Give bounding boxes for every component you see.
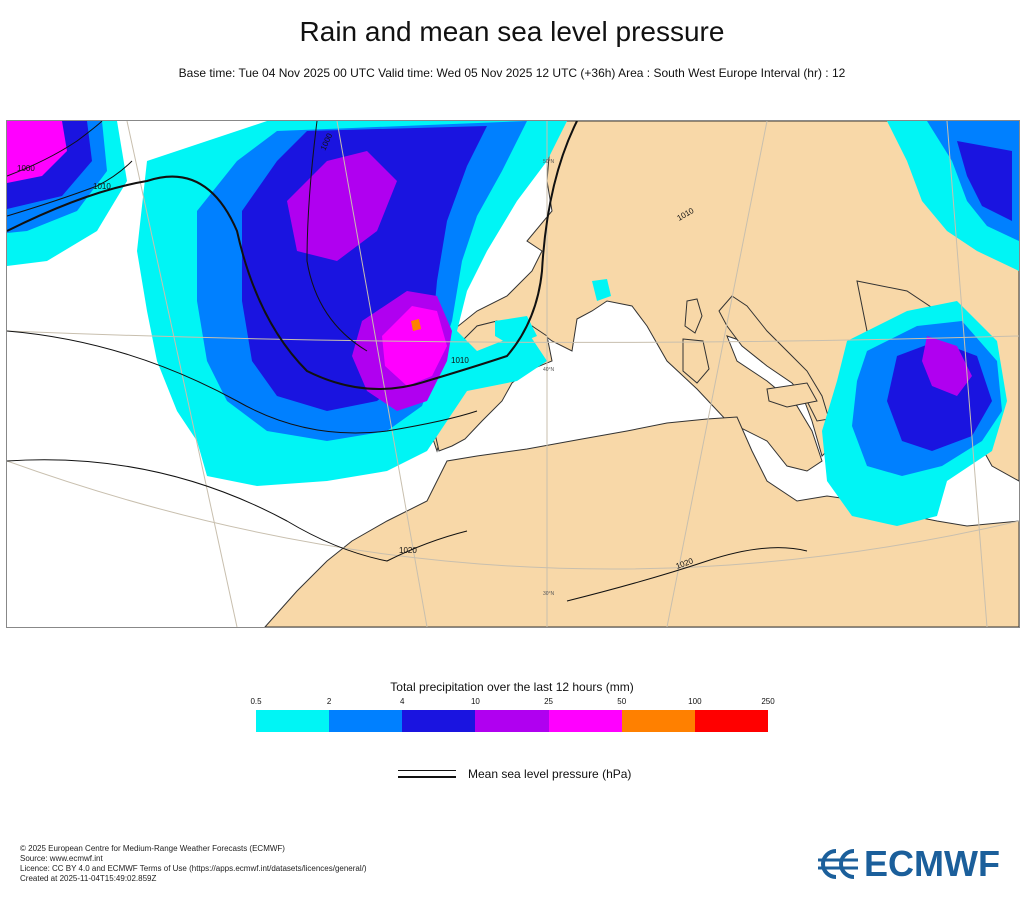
credit-copyright: © 2025 European Centre for Medium-Range …	[20, 844, 285, 853]
precip-italy-cyan	[592, 279, 611, 301]
legend-swatch-3	[475, 710, 549, 732]
legend-tick-7: 250	[761, 697, 775, 706]
lon-line-5	[946, 121, 988, 627]
land-corsica	[684, 298, 703, 334]
precip-atlantic-purple	[287, 151, 397, 261]
isobar-1020-sw	[7, 459, 468, 562]
pressure-legend-label: Mean sea level pressure (hPa)	[468, 767, 632, 781]
graticule	[7, 121, 1019, 627]
lon-line-2	[336, 121, 428, 627]
legend-swatch-5	[621, 710, 695, 732]
lat-label-30: 30°N	[543, 591, 555, 597]
legend-tick-2: 4	[400, 697, 405, 706]
legend-tick-4: 25	[544, 697, 554, 706]
credits: © 2025 European Centre for Medium-Range …	[20, 844, 367, 884]
credit-created: Created at 2025-11-04T15:49:02.859Z	[20, 874, 157, 883]
credit-licence: Licence: CC BY 4.0 and ECMWF Terms of Us…	[20, 864, 367, 873]
precip-east-purple	[922, 336, 972, 396]
land-sardinia	[682, 338, 710, 384]
precip-nw-magenta	[7, 121, 67, 183]
isobars	[7, 121, 808, 602]
isobar-1000-nw	[7, 121, 103, 177]
legend-tick-1: 2	[326, 697, 332, 706]
legend-swatch-0	[256, 710, 330, 732]
lat-line-40	[7, 330, 1019, 343]
ecmwf-logo-mark	[818, 849, 858, 879]
isobar-inner-2	[7, 330, 478, 434]
legend-ticks: 0.5 2 4 10 25 50 100 250	[250, 697, 774, 709]
precip-group	[7, 121, 1019, 526]
legend-tick-0: 0.5	[250, 697, 262, 706]
land-africa	[264, 416, 1019, 627]
isobar-1020-se	[566, 547, 808, 602]
isobar-label-4: 1010	[451, 356, 469, 365]
lat-label-40: 40°N	[543, 367, 555, 373]
ecmwf-logo-text: ECMWF	[864, 843, 1000, 884]
land-sicily	[766, 382, 818, 408]
legend-tick-6: 100	[688, 697, 702, 706]
ecmwf-logo: ECMWF	[814, 846, 1000, 882]
chart-title: Rain and mean sea level pressure	[299, 16, 725, 47]
chart-subtitle: Base time: Tue 04 Nov 2025 00 UTC Valid …	[178, 66, 846, 80]
lat-line-30	[7, 460, 1019, 570]
precip-spain-north-cyan	[495, 316, 537, 346]
pressure-line-sample	[398, 770, 456, 778]
legend-tick-3: 10	[470, 697, 480, 706]
isobar-label-6: 1020	[399, 546, 417, 555]
legend-tick-5: 50	[617, 697, 627, 706]
isobar-inner-1	[306, 121, 368, 352]
precip-iberia-orange	[411, 319, 421, 331]
map-canvas: 1000 1010 1000 1010 1010 1020 1020 50°N …	[7, 121, 1019, 627]
precip-iberia-magenta	[382, 306, 447, 386]
isobar-1010-main	[7, 121, 578, 390]
legend-title: Total precipitation over the last 12 hou…	[390, 680, 634, 694]
weather-map: 1000 1010 1000 1010 1010 1020 1020 50°N …	[6, 120, 1020, 628]
credit-source: Source: www.ecmwf.int	[20, 854, 103, 863]
legend-swatch-2	[402, 710, 476, 732]
pressure-legend: Mean sea level pressure (hPa)	[398, 766, 631, 782]
lat-labels: 50°N 40°N 30°N	[543, 159, 555, 597]
legend-swatch-1	[329, 710, 403, 732]
isobar-label-2: 1010	[93, 182, 111, 191]
legend-swatch-6	[694, 710, 768, 732]
isobar-label-1: 1000	[17, 164, 35, 173]
precip-ne-darkblue	[957, 141, 1012, 221]
lat-label-50: 50°N	[543, 159, 555, 165]
precip-colorbar	[256, 710, 768, 732]
legend-swatch-4	[548, 710, 622, 732]
isobar-1010-nw	[7, 160, 133, 217]
lon-line-4	[666, 121, 768, 627]
